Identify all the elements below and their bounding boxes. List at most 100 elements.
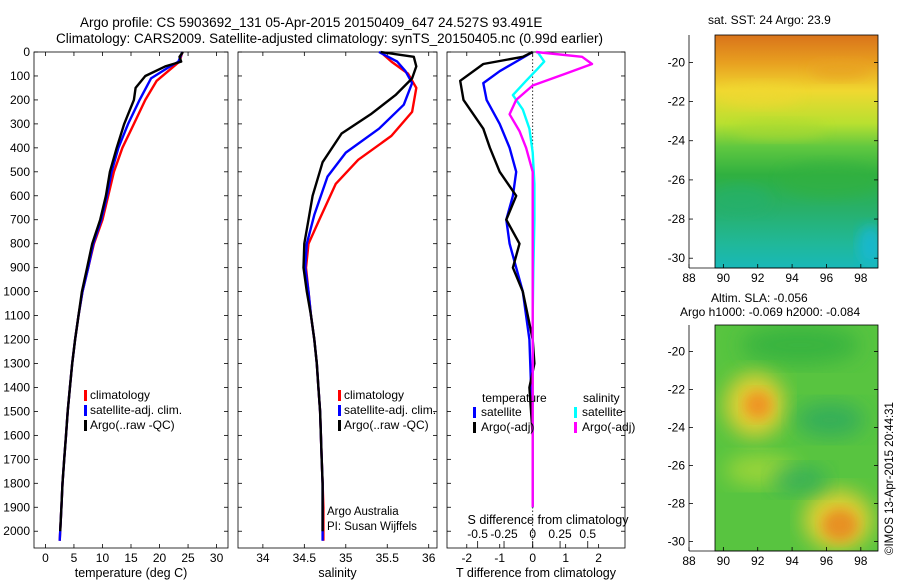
map-y-tick-label: -22 <box>668 95 686 109</box>
y-tick-label: 400 <box>10 141 30 155</box>
map-y-tick-label: -28 <box>668 497 686 511</box>
y-tick-label: 1700 <box>3 452 30 466</box>
map-y-tick-label: -30 <box>668 251 686 265</box>
y-tick-label: 1300 <box>3 356 30 370</box>
y-tick-label: 0 <box>23 45 30 59</box>
x-tick-label: 20 <box>153 551 167 565</box>
x-tick-label: 5 <box>71 551 78 565</box>
x-tick-label: -1 <box>494 551 505 565</box>
s-tick-label: 0.5 <box>579 527 596 541</box>
y-tick-label: 1400 <box>3 380 30 394</box>
legend-swatch <box>473 422 476 433</box>
x-tick-label: 34.5 <box>293 551 317 565</box>
map-y-tick-label: -20 <box>668 345 686 359</box>
map-x-tick-label: 96 <box>820 271 834 285</box>
header-line-2: Climatology: CARS2009. Satellite-adjuste… <box>56 31 603 46</box>
series-line-salinity-2 <box>302 50 418 532</box>
credit-pi: PI: Susan Wijffels <box>327 521 417 533</box>
legend-swatch <box>574 407 577 418</box>
map-y-tick-label: -24 <box>668 421 686 435</box>
legend-label: satellite <box>582 405 623 419</box>
y-tick-label: 1100 <box>4 309 30 323</box>
x-tick-label: 0 <box>42 551 49 565</box>
y-tick-label: 800 <box>10 237 30 251</box>
legend-swatch <box>84 420 87 431</box>
x-tick-label: 2 <box>595 551 602 565</box>
x-tick-label: 34 <box>256 551 270 565</box>
s-tick-label: -0.5 <box>467 527 488 541</box>
map-x-tick-label: 94 <box>785 554 799 568</box>
header-line-1: Argo profile: CS 5903692_131 05-Apr-2015… <box>80 15 542 30</box>
y-tick-label: 900 <box>10 261 30 275</box>
map-x-tick-label: 98 <box>854 271 868 285</box>
s-axis-label: S difference from climatology <box>468 513 630 527</box>
legend-label: satellite <box>481 405 522 419</box>
sst-map: sat. SST: 24 Argo: 23.9 -20 -22 -24 -26 -28 -… <box>668 13 879 285</box>
map-x-tick-label: 92 <box>751 271 765 285</box>
map-x-tick-label: 98 <box>854 554 868 568</box>
legend-group-temperature: temperature <box>482 391 547 405</box>
panel-frame <box>446 51 626 549</box>
x-tick-label: 10 <box>96 551 110 565</box>
map-y-tick-label: -26 <box>668 173 686 187</box>
sla-map-axes: -20 -22 -24 -26 -28 -30 88 90 92 94 96 98 <box>668 325 878 568</box>
timestamp-stamp: ©IMOS 13-Apr-2015 20:44:31 <box>884 402 896 555</box>
y-tick-label: 1200 <box>3 333 30 347</box>
map-y-tick-label: -30 <box>668 535 686 549</box>
profile-panels: 0100200300400500600700800900100011001200… <box>3 45 635 580</box>
y-tick-label: 1800 <box>3 476 30 490</box>
y-tick-label: 700 <box>10 213 30 227</box>
y-tick-label: 1500 <box>3 404 30 418</box>
x-tick-label: 30 <box>210 551 224 565</box>
x-tick-label: 1 <box>562 551 569 565</box>
map-x-tick-label: 90 <box>717 271 731 285</box>
y-tick-label: 100 <box>10 69 30 83</box>
map-y-tick-label: -26 <box>668 459 686 473</box>
series-line-difference-1 <box>459 50 536 508</box>
series-line-temperature-0 <box>58 51 184 541</box>
x-tick-label: 15 <box>124 551 138 565</box>
y-tick-label: 300 <box>10 117 30 131</box>
legend-swatch <box>84 405 87 416</box>
sst-map-title: sat. SST: 24 Argo: 23.9 <box>708 13 831 27</box>
legend-swatch <box>574 422 577 433</box>
x-axis-label: T difference from climatology <box>456 566 617 580</box>
panel-difference: -2 -1 0 1 2T difference from climatology -0.5… <box>446 50 635 580</box>
y-tick-label: 200 <box>10 93 30 107</box>
s-tick-label: 0 <box>529 527 536 541</box>
x-axis-label: temperature (deg C) <box>75 566 188 580</box>
sla-map: Altim. SLA: -0.056 Argo h1000: -0.069 h2… <box>668 291 879 568</box>
x-tick-label: 35 <box>339 551 353 565</box>
legend-label: satellite-adj. clim. <box>344 403 436 417</box>
y-tick-label: 500 <box>10 165 30 179</box>
panel-temperature: 0100200300400500600700800900100011001200… <box>3 45 229 580</box>
x-tick-label: 0 <box>529 551 536 565</box>
map-y-tick-label: -20 <box>668 55 686 69</box>
panel-frame <box>237 51 438 549</box>
y-tick-label: 1900 <box>3 500 30 514</box>
y-tick-label: 2000 <box>3 524 30 538</box>
series-line-temperature-2 <box>59 51 184 532</box>
sla-map-subtitle: Argo h1000: -0.069 h2000: -0.084 <box>680 305 860 319</box>
sst-map-axes: -20 -22 -24 -26 -28 -30 88 90 92 94 96 98 <box>668 35 878 285</box>
y-tick-label: 1600 <box>3 428 30 442</box>
map-x-tick-label: 96 <box>820 554 834 568</box>
legend-label: satellite-adj. clim. <box>90 403 182 417</box>
y-tick-label: 1000 <box>3 285 30 299</box>
series-line-temperature-1 <box>58 51 184 541</box>
legend-swatch <box>473 407 476 418</box>
sla-map-title: Altim. SLA: -0.056 <box>711 291 808 305</box>
map-y-tick-label: -22 <box>668 383 686 397</box>
legend-label: Argo(..raw -QC) <box>344 418 429 432</box>
s-tick-label: -0.25 <box>490 527 518 541</box>
legend-swatch <box>338 405 341 416</box>
map-x-tick-label: 94 <box>785 271 799 285</box>
map-y-tick-label: -28 <box>668 212 686 226</box>
legend-label: climatology <box>344 388 404 402</box>
s-tick-label: 0.25 <box>548 527 572 541</box>
legend-swatch <box>84 390 87 401</box>
legend-swatch <box>338 420 341 431</box>
legend-swatch <box>338 390 341 401</box>
map-y-tick-label: -24 <box>668 134 686 148</box>
